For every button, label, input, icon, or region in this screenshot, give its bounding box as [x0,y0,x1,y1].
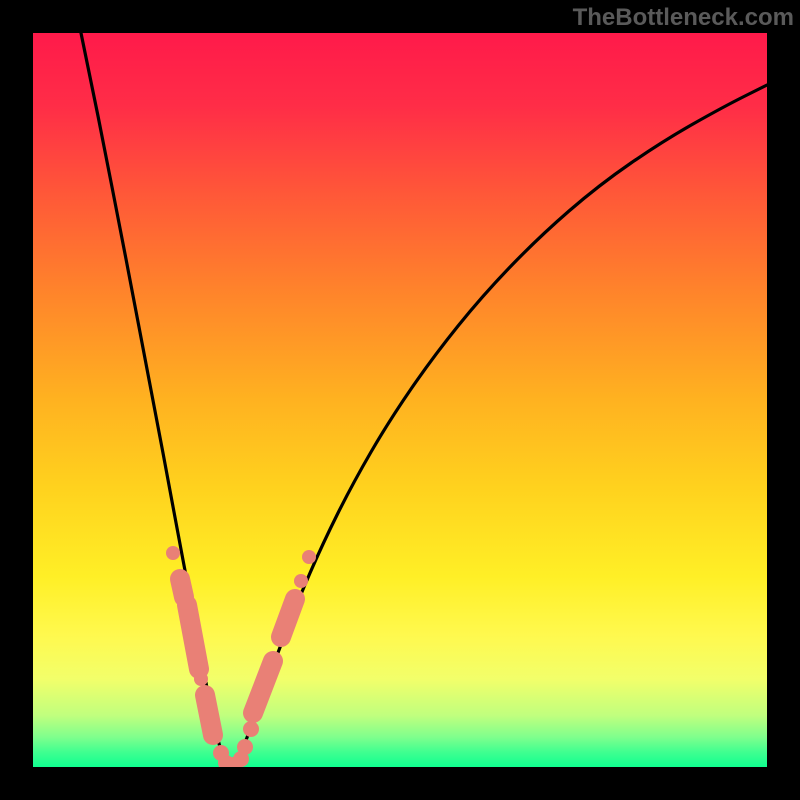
scatter-capsule [253,661,273,713]
scatter-dot [166,546,180,560]
chart-frame: TheBottleneck.com [0,0,800,800]
scatter-capsule [180,579,184,597]
scatter-dot [294,574,308,588]
chart-svg [33,33,767,767]
curve-right-branch [233,85,767,766]
scatter-dot [194,672,208,686]
curve-left-branch [81,33,229,766]
scatter-capsule [281,599,295,637]
scatter-dot [243,721,259,737]
scatter-dot [200,696,214,710]
scatter-capsule [187,605,199,669]
scatter-dot [302,550,316,564]
scatter-dot [237,739,253,755]
watermark-text: TheBottleneck.com [573,4,794,32]
